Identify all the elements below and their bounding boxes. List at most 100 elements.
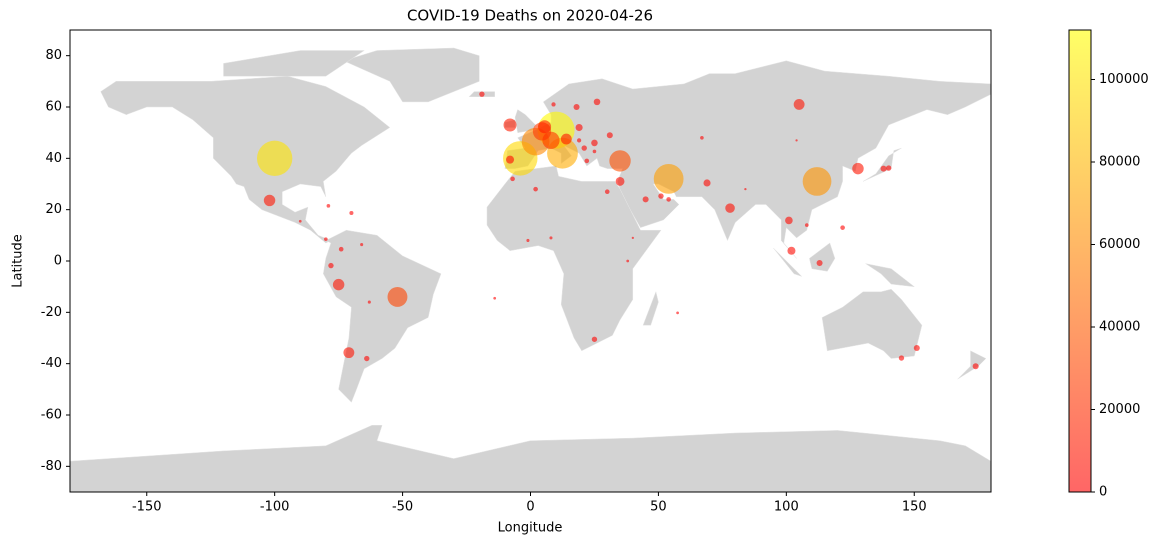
bubble: [676, 311, 679, 315]
y-tick-label: 0: [54, 254, 62, 269]
points: [256, 91, 979, 370]
bubble: [793, 99, 805, 110]
colorbar-tick-label: 60000: [1099, 237, 1140, 252]
y-tick-label: -60: [41, 408, 62, 423]
bubble: [560, 133, 572, 145]
bubble: [324, 237, 328, 241]
x-tick-label: -100: [260, 500, 290, 515]
bubble: [816, 260, 823, 267]
bubble: [343, 347, 355, 359]
colorbar: [1068, 29, 1092, 493]
x-tick-label: 100: [774, 500, 799, 515]
bubble: [658, 193, 664, 199]
land: [862, 147, 902, 182]
y-tick-label: 20: [45, 202, 62, 217]
bubble: [387, 286, 408, 307]
x-tick-label: -50: [392, 500, 413, 515]
bubble: [326, 204, 331, 208]
bubble: [852, 162, 864, 175]
bubble: [332, 278, 345, 291]
bubble: [631, 236, 634, 240]
bubble: [591, 336, 598, 342]
bubble: [840, 225, 845, 230]
bubble: [592, 149, 597, 154]
bubble: [364, 355, 370, 362]
bubble: [795, 139, 798, 142]
bubble: [615, 177, 625, 186]
land: [486, 165, 662, 352]
bubble: [898, 355, 905, 361]
bubble: [263, 194, 276, 207]
bubble: [913, 344, 920, 352]
bubble: [328, 262, 334, 269]
y-tick-label: 60: [45, 100, 62, 115]
bubble: [573, 103, 580, 111]
bubble: [642, 196, 649, 203]
x-tick-label: 50: [650, 500, 667, 515]
bubble: [581, 145, 587, 151]
bubble: [606, 132, 613, 139]
land: [342, 47, 480, 103]
bubble: [787, 246, 796, 255]
bubble: [744, 187, 747, 191]
colorbar-tick-label: 80000: [1099, 155, 1140, 170]
land: [323, 229, 442, 403]
bubble: [526, 238, 530, 243]
bubble: [338, 246, 344, 252]
land: [865, 263, 916, 288]
land: [773, 248, 802, 277]
land: [504, 60, 991, 259]
bubble: [493, 296, 497, 300]
bubble: [885, 165, 892, 171]
land: [223, 50, 366, 77]
bubble: [609, 150, 631, 172]
bubble: [367, 300, 371, 304]
bubble: [549, 236, 553, 240]
bubble: [533, 186, 538, 192]
bubble: [298, 219, 302, 223]
bubble: [802, 167, 832, 196]
bubble: [804, 223, 809, 227]
x-axis-label: Longitude: [498, 521, 563, 536]
land: [821, 288, 923, 359]
colorbar-tick-label: 100000: [1099, 72, 1149, 87]
x-tick-label: 0: [526, 500, 534, 515]
bubble: [591, 139, 598, 147]
chart-title: COVID-19 Deaths on 2020-04-26: [407, 7, 653, 25]
bubble: [503, 118, 517, 132]
land: [70, 425, 991, 492]
bubble: [256, 140, 293, 177]
colorbar-tick-label: 40000: [1099, 320, 1140, 335]
bubble: [972, 363, 979, 370]
bubble: [576, 138, 582, 143]
x-tick-label: 150: [902, 500, 927, 515]
bubble: [593, 98, 601, 106]
bubble: [510, 176, 515, 182]
bubble: [542, 131, 560, 149]
y-tick-label: 80: [45, 48, 62, 63]
colorbar-tick-label: 0: [1099, 485, 1107, 500]
y-tick-label: 40: [45, 151, 62, 166]
bubble: [479, 91, 485, 97]
land: [100, 75, 391, 244]
bubble: [703, 179, 711, 187]
y-tick-label: -80: [41, 459, 62, 474]
bubble: [538, 120, 552, 134]
bubble: [575, 123, 583, 132]
land: [642, 290, 659, 326]
bubble: [626, 259, 630, 263]
land: [957, 350, 987, 380]
y-tick-label: -40: [41, 356, 62, 371]
bubble: [653, 163, 684, 194]
x-tick-label: -150: [132, 500, 162, 515]
y-axis-label: Latitude: [11, 234, 26, 288]
bubble: [349, 210, 354, 216]
bubble: [360, 243, 364, 247]
bubble: [604, 189, 610, 195]
y-tick-label: -20: [41, 305, 62, 320]
bubble: [880, 165, 887, 172]
bubble: [725, 203, 735, 213]
colorbar-tick-label: 20000: [1099, 402, 1140, 417]
bubble: [551, 102, 556, 107]
